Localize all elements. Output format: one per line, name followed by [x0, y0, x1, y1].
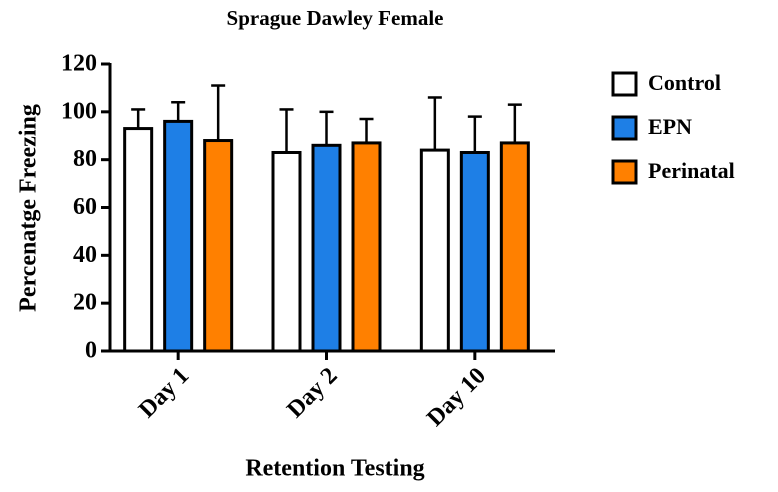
bar — [419, 148, 450, 353]
y-tick-label: 20 — [73, 290, 97, 316]
bar — [203, 139, 234, 353]
y-tick-label: 120 — [61, 51, 97, 77]
bar — [123, 127, 154, 353]
legend-swatch — [611, 115, 638, 141]
legend-swatch — [611, 159, 638, 185]
x-axis-label: Retention Testing — [245, 456, 424, 482]
bar — [459, 150, 490, 353]
legend-label: Perinatal — [648, 158, 735, 183]
bar — [311, 143, 342, 353]
y-tick-label: 100 — [61, 98, 97, 124]
y-tick-label: 80 — [73, 146, 97, 172]
bar — [271, 150, 302, 353]
y-tick-label: 60 — [73, 194, 97, 220]
bar — [499, 141, 530, 353]
y-tick-label: 40 — [73, 242, 97, 268]
chart-title: Sprague Dawley Female — [227, 6, 444, 30]
bar — [163, 119, 194, 353]
x-tick-label: Day 1 — [134, 363, 194, 423]
y-axis-label: Percenatge Freezing — [16, 104, 42, 312]
x-tick-label: Day 10 — [422, 363, 491, 432]
y-tick-label: 0 — [85, 338, 97, 364]
legend-swatch — [611, 71, 638, 97]
bar — [351, 141, 382, 353]
legend-label: Control — [648, 70, 721, 95]
legend-label: EPN — [648, 114, 692, 139]
x-tick-label: Day 2 — [282, 363, 342, 423]
